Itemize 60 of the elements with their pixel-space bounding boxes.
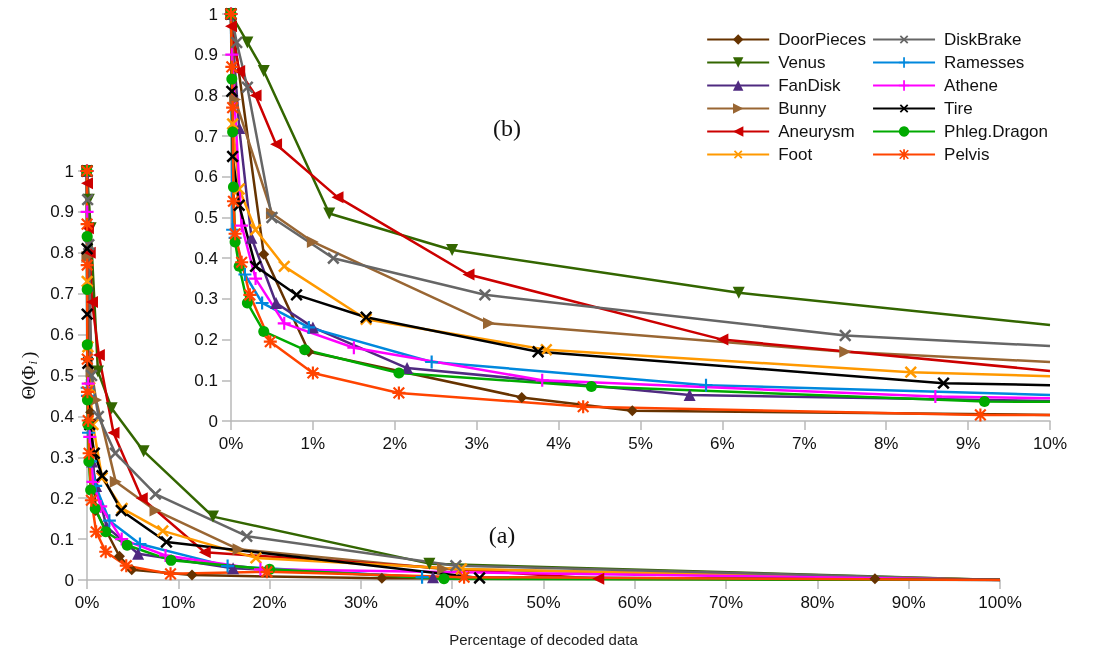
x-tick-label: 9%	[955, 434, 981, 453]
x-axis-title: Percentage of decoded data	[449, 631, 639, 648]
y-tick-label: 0.7	[194, 126, 218, 146]
legend-label: FanDisk	[778, 76, 842, 95]
y-tick-label: 0.2	[194, 330, 218, 350]
y-axis-title: Θ(Φi)	[18, 351, 41, 400]
x-tick-label: 50%	[526, 593, 561, 612]
y-tick-label: 0.7	[50, 284, 74, 304]
x-tick-label: 70%	[709, 593, 744, 612]
x-tick-label: 1%	[300, 434, 326, 453]
annotation: (b)	[493, 114, 522, 141]
x-tick-label: 30%	[343, 593, 378, 612]
x-tick-label: 10%	[161, 593, 196, 612]
y-tick-label: 1	[208, 4, 218, 24]
y-tick-label: 0	[64, 570, 74, 590]
legend-label: Bunny	[778, 99, 827, 118]
legend-label: Phleg.Dragon	[944, 122, 1049, 141]
y-tick-label: 0	[208, 411, 218, 431]
x-tick-label: 7%	[792, 434, 817, 453]
x-tick-label: 60%	[617, 593, 652, 612]
x-tick-label: 8%	[873, 434, 899, 453]
y-tick-label: 0.1	[50, 529, 74, 549]
legend-label: DoorPieces	[778, 30, 867, 49]
y-tick-label: 1	[64, 161, 74, 181]
y-tick-label: 0.8	[194, 85, 218, 105]
annotation: (a)	[488, 521, 516, 548]
x-tick-label: 5%	[628, 434, 653, 453]
y-tick-label: 0.9	[50, 202, 74, 222]
legend-label: Pelvis	[944, 145, 990, 164]
x-tick-label: 0%	[218, 434, 244, 453]
x-tick-label: 0%	[74, 593, 100, 612]
y-tick-label: 0.5	[194, 208, 218, 227]
legend-label: Tire	[944, 99, 973, 118]
y-tick-label: 0.6	[194, 167, 218, 187]
x-tick-label: 10%	[1032, 434, 1068, 453]
x-tick-label: 20%	[252, 593, 287, 612]
x-tick-label: 4%	[546, 434, 571, 453]
y-tick-label: 0.3	[194, 289, 218, 309]
legend-label: Ramesses	[944, 53, 1025, 72]
x-tick-label: 100%	[978, 593, 1022, 612]
y-tick-label: 0.2	[50, 488, 74, 508]
y-tick-label: 0.4	[50, 406, 74, 426]
x-tick-label: 2%	[382, 434, 408, 453]
y-tick-label: 0.6	[50, 325, 74, 345]
y-tick-label: 0.9	[194, 45, 218, 65]
legend-label: Athene	[944, 76, 998, 95]
x-tick-label: 80%	[800, 593, 835, 612]
legend-label: Venus	[778, 53, 826, 72]
y-tick-label: 0.5	[50, 366, 74, 385]
x-tick-label: 40%	[435, 593, 470, 612]
y-tick-label: 0.8	[50, 243, 74, 263]
legend-label: Aneurysm	[778, 122, 855, 141]
y-tick-label: 0.4	[194, 248, 218, 268]
legend-label: DiskBrake	[944, 30, 1022, 49]
x-tick-label: 90%	[891, 593, 926, 612]
legend-label: Foot	[778, 145, 813, 164]
x-tick-label: 3%	[464, 434, 489, 453]
y-tick-label: 0.1	[194, 370, 218, 390]
y-tick-label: 0.3	[50, 447, 74, 467]
x-tick-label: 6%	[710, 434, 735, 453]
